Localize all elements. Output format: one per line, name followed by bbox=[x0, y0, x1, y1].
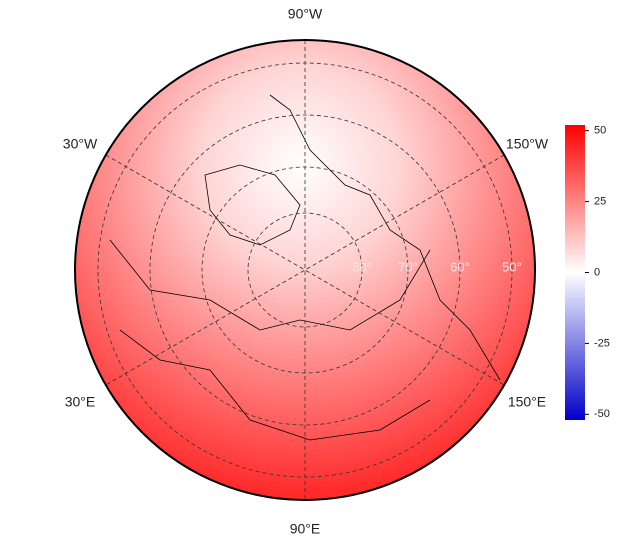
colorbar-tick-label: -50 bbox=[594, 408, 610, 420]
longitude-label: 90°W bbox=[288, 6, 323, 22]
colorbar-tick-label: -25 bbox=[594, 337, 610, 349]
field bbox=[75, 40, 535, 500]
colorbar bbox=[565, 125, 585, 420]
latitude-circle bbox=[149, 114, 461, 426]
greenland bbox=[204, 164, 301, 246]
longitude-label: 90°E bbox=[290, 521, 321, 537]
latitude-labels: 80° 70° 60° 50° bbox=[352, 259, 522, 274]
longitude-label: 30°W bbox=[63, 136, 98, 152]
latitude-label: 80° bbox=[352, 259, 372, 274]
north-america-coast bbox=[269, 94, 501, 381]
graticule bbox=[97, 40, 513, 500]
latitude-label: 50° bbox=[502, 259, 522, 274]
colorbar-tick-label: 25 bbox=[594, 195, 606, 207]
map-disk bbox=[74, 39, 536, 501]
longitude-label: 150°E bbox=[508, 394, 546, 410]
colorbar-tick-label: 0 bbox=[594, 266, 600, 278]
eurasia-inner bbox=[119, 329, 431, 441]
colorbar-ticks: 50 25 0 -25 -50 bbox=[585, 125, 610, 420]
colorbar-tick-label: 50 bbox=[594, 125, 606, 137]
longitude-labels: 90°W 150°W 30°W 30°E 150°E 90°E bbox=[63, 6, 549, 537]
longitude-label: 30°E bbox=[65, 394, 96, 410]
latitude-circle bbox=[247, 212, 363, 328]
coastlines bbox=[109, 94, 501, 441]
latitude-label: 60° bbox=[450, 259, 470, 274]
eurasia-coast bbox=[109, 239, 431, 331]
map-border bbox=[74, 39, 536, 501]
longitude-label: 150°W bbox=[506, 136, 549, 152]
latitude-label: 70° bbox=[398, 259, 418, 274]
